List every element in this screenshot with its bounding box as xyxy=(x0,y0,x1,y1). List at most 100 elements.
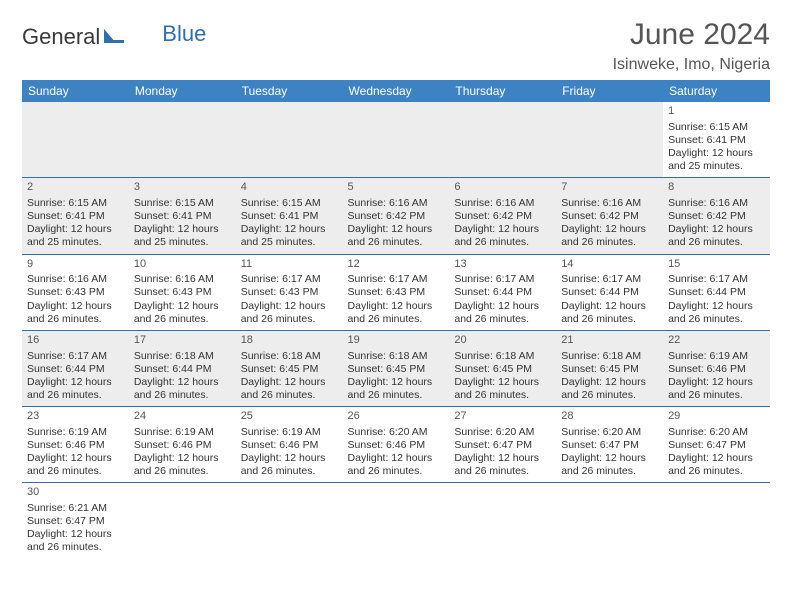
page-header: General Blue June 2024 Isinweke, Imo, Ni… xyxy=(22,18,770,74)
sunrise-text: Sunrise: 6:16 AM xyxy=(134,273,231,286)
daylight-text: Daylight: 12 hours and 25 minutes. xyxy=(668,147,765,173)
sunrise-text: Sunrise: 6:16 AM xyxy=(27,273,124,286)
calendar-cell xyxy=(449,102,556,178)
calendar-cell: 24Sunrise: 6:19 AMSunset: 6:46 PMDayligh… xyxy=(129,407,236,483)
calendar-cell: 6Sunrise: 6:16 AMSunset: 6:42 PMDaylight… xyxy=(449,178,556,254)
daylight-text: Daylight: 12 hours and 26 minutes. xyxy=(668,223,765,249)
day-header: Saturday xyxy=(663,80,770,102)
day-number: 15 xyxy=(668,258,765,272)
sunrise-text: Sunrise: 6:15 AM xyxy=(27,197,124,210)
sunrise-text: Sunrise: 6:19 AM xyxy=(27,426,124,439)
sunrise-text: Sunrise: 6:18 AM xyxy=(561,350,658,363)
sunset-text: Sunset: 6:42 PM xyxy=(668,210,765,223)
sunrise-text: Sunrise: 6:17 AM xyxy=(241,273,338,286)
day-number: 8 xyxy=(668,181,765,195)
daylight-text: Daylight: 12 hours and 26 minutes. xyxy=(454,300,551,326)
day-number: 26 xyxy=(348,410,445,424)
calendar-cell: 20Sunrise: 6:18 AMSunset: 6:45 PMDayligh… xyxy=(449,330,556,406)
day-number: 27 xyxy=(454,410,551,424)
sunset-text: Sunset: 6:41 PM xyxy=(668,134,765,147)
calendar-table: SundayMondayTuesdayWednesdayThursdayFrid… xyxy=(22,80,770,559)
daylight-text: Daylight: 12 hours and 26 minutes. xyxy=(561,300,658,326)
calendar-cell: 4Sunrise: 6:15 AMSunset: 6:41 PMDaylight… xyxy=(236,178,343,254)
day-number: 9 xyxy=(27,258,124,272)
calendar-cell xyxy=(556,483,663,559)
sunset-text: Sunset: 6:45 PM xyxy=(454,363,551,376)
calendar-cell: 19Sunrise: 6:18 AMSunset: 6:45 PMDayligh… xyxy=(343,330,450,406)
sunrise-text: Sunrise: 6:19 AM xyxy=(241,426,338,439)
calendar-cell: 9Sunrise: 6:16 AMSunset: 6:43 PMDaylight… xyxy=(22,254,129,330)
daylight-text: Daylight: 12 hours and 26 minutes. xyxy=(27,376,124,402)
sunset-text: Sunset: 6:44 PM xyxy=(668,286,765,299)
calendar-cell: 7Sunrise: 6:16 AMSunset: 6:42 PMDaylight… xyxy=(556,178,663,254)
calendar-cell: 28Sunrise: 6:20 AMSunset: 6:47 PMDayligh… xyxy=(556,407,663,483)
sunset-text: Sunset: 6:41 PM xyxy=(27,210,124,223)
calendar-week: 2Sunrise: 6:15 AMSunset: 6:41 PMDaylight… xyxy=(22,178,770,254)
calendar-cell xyxy=(663,483,770,559)
calendar-cell: 27Sunrise: 6:20 AMSunset: 6:47 PMDayligh… xyxy=(449,407,556,483)
day-number: 1 xyxy=(668,105,765,119)
calendar-cell xyxy=(343,483,450,559)
calendar-cell xyxy=(236,102,343,178)
sunrise-text: Sunrise: 6:17 AM xyxy=(668,273,765,286)
sunrise-text: Sunrise: 6:16 AM xyxy=(668,197,765,210)
calendar-cell xyxy=(129,102,236,178)
daylight-text: Daylight: 12 hours and 26 minutes. xyxy=(561,452,658,478)
sunset-text: Sunset: 6:44 PM xyxy=(27,363,124,376)
daylight-text: Daylight: 12 hours and 26 minutes. xyxy=(454,452,551,478)
sunset-text: Sunset: 6:43 PM xyxy=(348,286,445,299)
daylight-text: Daylight: 12 hours and 26 minutes. xyxy=(241,300,338,326)
daylight-text: Daylight: 12 hours and 26 minutes. xyxy=(348,452,445,478)
sunrise-text: Sunrise: 6:17 AM xyxy=(561,273,658,286)
calendar-cell: 2Sunrise: 6:15 AMSunset: 6:41 PMDaylight… xyxy=(22,178,129,254)
sunrise-text: Sunrise: 6:17 AM xyxy=(27,350,124,363)
sunset-text: Sunset: 6:43 PM xyxy=(241,286,338,299)
daylight-text: Daylight: 12 hours and 26 minutes. xyxy=(348,223,445,249)
day-header: Wednesday xyxy=(343,80,450,102)
location-label: Isinweke, Imo, Nigeria xyxy=(613,56,770,74)
sunrise-text: Sunrise: 6:20 AM xyxy=(668,426,765,439)
day-number: 10 xyxy=(134,258,231,272)
title-block: June 2024 Isinweke, Imo, Nigeria xyxy=(613,18,770,74)
day-number: 14 xyxy=(561,258,658,272)
sunrise-text: Sunrise: 6:17 AM xyxy=(348,273,445,286)
sunrise-text: Sunrise: 6:18 AM xyxy=(134,350,231,363)
daylight-text: Daylight: 12 hours and 26 minutes. xyxy=(27,528,124,554)
day-number: 28 xyxy=(561,410,658,424)
sail-icon xyxy=(102,25,124,51)
day-header-row: SundayMondayTuesdayWednesdayThursdayFrid… xyxy=(22,80,770,102)
sunset-text: Sunset: 6:47 PM xyxy=(454,439,551,452)
calendar-cell: 23Sunrise: 6:19 AMSunset: 6:46 PMDayligh… xyxy=(22,407,129,483)
sunset-text: Sunset: 6:46 PM xyxy=(134,439,231,452)
calendar-page: General Blue June 2024 Isinweke, Imo, Ni… xyxy=(0,0,792,577)
calendar-week: 1Sunrise: 6:15 AMSunset: 6:41 PMDaylight… xyxy=(22,102,770,178)
sunset-text: Sunset: 6:46 PM xyxy=(27,439,124,452)
calendar-cell: 3Sunrise: 6:15 AMSunset: 6:41 PMDaylight… xyxy=(129,178,236,254)
calendar-cell: 15Sunrise: 6:17 AMSunset: 6:44 PMDayligh… xyxy=(663,254,770,330)
calendar-week: 16Sunrise: 6:17 AMSunset: 6:44 PMDayligh… xyxy=(22,330,770,406)
sunrise-text: Sunrise: 6:16 AM xyxy=(561,197,658,210)
daylight-text: Daylight: 12 hours and 26 minutes. xyxy=(454,376,551,402)
day-number: 11 xyxy=(241,258,338,272)
day-number: 25 xyxy=(241,410,338,424)
daylight-text: Daylight: 12 hours and 26 minutes. xyxy=(27,300,124,326)
calendar-cell: 29Sunrise: 6:20 AMSunset: 6:47 PMDayligh… xyxy=(663,407,770,483)
day-number: 5 xyxy=(348,181,445,195)
daylight-text: Daylight: 12 hours and 25 minutes. xyxy=(27,223,124,249)
calendar-cell: 22Sunrise: 6:19 AMSunset: 6:46 PMDayligh… xyxy=(663,330,770,406)
sunset-text: Sunset: 6:46 PM xyxy=(241,439,338,452)
day-number: 21 xyxy=(561,334,658,348)
day-number: 13 xyxy=(454,258,551,272)
sunrise-text: Sunrise: 6:20 AM xyxy=(561,426,658,439)
sunrise-text: Sunrise: 6:18 AM xyxy=(454,350,551,363)
sunrise-text: Sunrise: 6:19 AM xyxy=(668,350,765,363)
sunrise-text: Sunrise: 6:16 AM xyxy=(454,197,551,210)
calendar-cell: 26Sunrise: 6:20 AMSunset: 6:46 PMDayligh… xyxy=(343,407,450,483)
sunset-text: Sunset: 6:45 PM xyxy=(561,363,658,376)
sunrise-text: Sunrise: 6:17 AM xyxy=(454,273,551,286)
day-number: 7 xyxy=(561,181,658,195)
daylight-text: Daylight: 12 hours and 26 minutes. xyxy=(668,300,765,326)
sunset-text: Sunset: 6:42 PM xyxy=(348,210,445,223)
sunset-text: Sunset: 6:42 PM xyxy=(454,210,551,223)
daylight-text: Daylight: 12 hours and 26 minutes. xyxy=(134,300,231,326)
